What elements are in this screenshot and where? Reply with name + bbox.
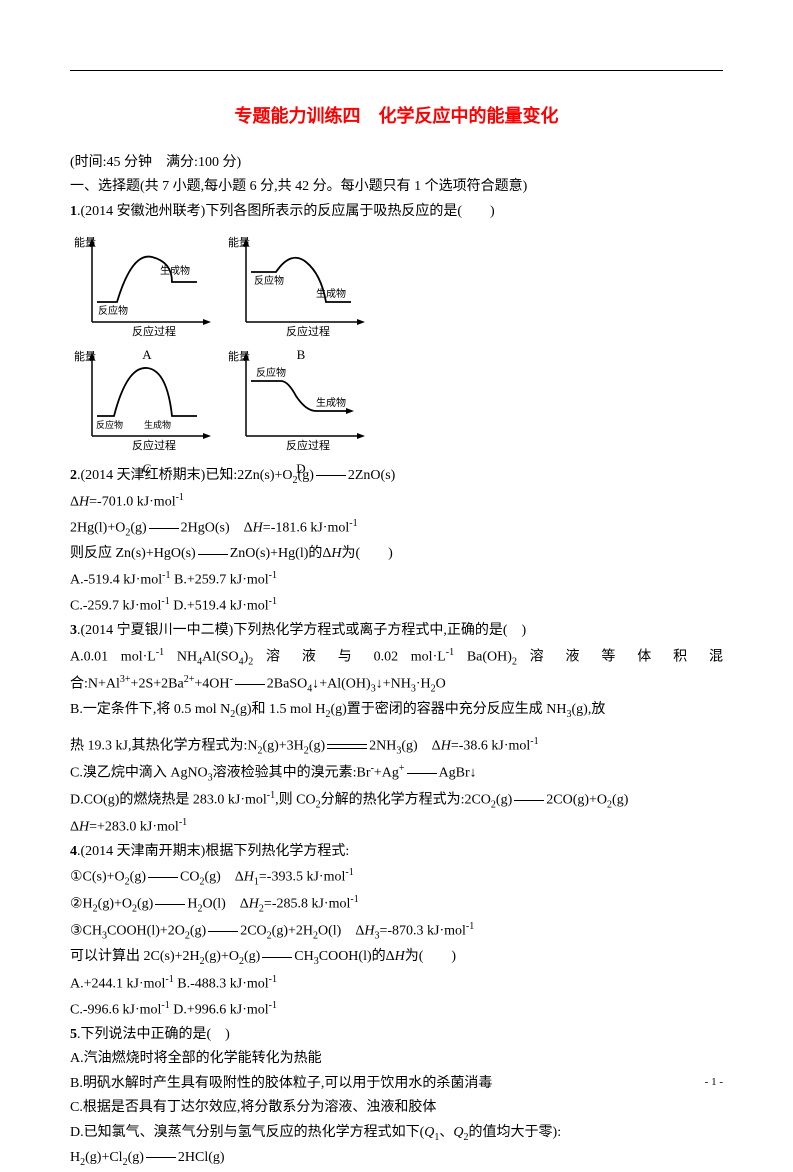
q5-e: H2(g)+Cl2(g)2HCl(g) <box>70 1146 723 1171</box>
svg-text:反应过程: 反应过程 <box>286 438 330 452</box>
q4-eq4: 可以计算出 2C(s)+2H2(g)+O2(g)CH3COOH(l)的ΔH为( … <box>70 945 723 970</box>
svg-text:反应物: 反应物 <box>98 304 128 317</box>
q4: 4.(2014 天津南开期末)根据下列热化学方程式: <box>70 840 723 865</box>
svg-text:反应过程: 反应过程 <box>132 438 176 452</box>
svg-text:能量: 能量 <box>228 235 250 249</box>
q4-eq3: ③CH3COOH(l)+2O2(g)2CO2(g)+2H2O(l) ΔH3=-8… <box>70 918 723 945</box>
section-heading: 一、选择题(共 7 小题,每小题 6 分,共 42 分。每小题只有 1 个选项符… <box>70 175 723 200</box>
q3-c: C.溴乙烷中滴入 AgNO3溶液检验其中的溴元素:Br-+Ag+AgBr↓ <box>70 760 723 787</box>
svg-text:反应过程: 反应过程 <box>132 324 176 338</box>
diagram-c: 能量 反应物 生成物 反应过程 C <box>72 346 222 456</box>
q3-a-line2: 合:N+Al3++2S+2Ba2++4OH-2BaSO4↓+Al(OH)3↓+N… <box>70 671 723 698</box>
diagram-b: 能量 反应物 生成物 反应过程 B <box>226 232 376 342</box>
diagram-c-label: C <box>72 458 222 481</box>
diagram-d-label: D <box>226 458 376 481</box>
q1: 1.(2014 安徽池州联考)下列各图所表示的反应属于吸热反应的是( ) <box>70 200 723 225</box>
q3-b-line2: 热 19.3 kJ,其热化学方程式为:N2(g)+3H2(g)2NH3(g) Δ… <box>70 733 723 760</box>
svg-text:能量: 能量 <box>74 235 96 249</box>
svg-text:生成物: 生成物 <box>160 264 190 277</box>
svg-text:能量: 能量 <box>228 349 250 363</box>
q3: 3.(2014 宁夏银川一中二模)下列热化学方程式或离子方程式中,正确的是( ) <box>70 619 723 644</box>
page-footer: - 1 - <box>705 1073 723 1092</box>
q5: 5.下列说法中正确的是( ) <box>70 1023 723 1048</box>
svg-text:生成物: 生成物 <box>316 396 346 409</box>
svg-text:反应物: 反应物 <box>96 419 123 430</box>
diagram-grid: 能量 反应物 生成物 反应过程 A 能量 反应物 生成物 反应过程 B <box>70 230 390 458</box>
svg-text:反应物: 反应物 <box>256 366 286 379</box>
svg-text:反应物: 反应物 <box>254 274 284 287</box>
q2-opts-cd: C.-259.7 kJ·mol-1 D.+519.4 kJ·mol-1 <box>70 593 723 619</box>
q3-d-line2: ΔH=+283.0 kJ·mol-1 <box>70 814 723 840</box>
q5-num: 5 <box>70 1027 77 1042</box>
q5-a: A.汽油燃烧时将全部的化学能转化为热能 <box>70 1047 723 1072</box>
q4-eq2: ②H2(g)+O2(g)H2O(l) ΔH2=-285.8 kJ·mol-1 <box>70 891 723 918</box>
q3-b-line1: B.一定条件下,将 0.5 mol N2(g)和 1.5 mol H2(g)置于… <box>70 698 723 723</box>
q1-text: .(2014 安徽池州联考)下列各图所表示的反应属于吸热反应的是( ) <box>77 204 495 219</box>
svg-text:生成物: 生成物 <box>316 287 346 300</box>
q4-opts-cd: C.-996.6 kJ·mol-1 D.+996.6 kJ·mol-1 <box>70 997 723 1023</box>
diagram-a: 能量 反应物 生成物 反应过程 A <box>72 232 222 342</box>
q5-d: D.已知氯气、溴蒸气分别与氢气反应的热化学方程式如下(Q1、Q2的值均大于零): <box>70 1121 723 1146</box>
q5-c: C.根据是否具有丁达尔效应,将分散系分为溶液、浊液和胶体 <box>70 1096 723 1121</box>
q4-num: 4 <box>70 844 77 859</box>
q2-line3: 则反应 Zn(s)+HgO(s)ZnO(s)+Hg(l)的ΔH为( ) <box>70 542 723 567</box>
q5-b: B.明矾水解时产生具有吸附性的胶体粒子,可以用于饮用水的杀菌消毒 <box>70 1072 723 1097</box>
svg-text:生成物: 生成物 <box>144 419 171 430</box>
header-rule <box>70 70 723 71</box>
svg-text:能量: 能量 <box>74 349 96 363</box>
q1-num: 1 <box>70 204 77 219</box>
meta-line: (时间:45 分钟 满分:100 分) <box>70 151 723 176</box>
diagram-d: 能量 反应物 生成物 反应过程 D <box>226 346 376 456</box>
q2-opts-ab: A.-519.4 kJ·mol-1 B.+259.7 kJ·mol-1 <box>70 567 723 593</box>
q3-d-line1: D.CO(g)的燃烧热是 283.0 kJ·mol-1,则 CO2分解的热化学方… <box>70 787 723 814</box>
q3-num: 3 <box>70 623 77 638</box>
svg-text:反应过程: 反应过程 <box>286 324 330 338</box>
page-title: 专题能力训练四 化学反应中的能量变化 <box>70 101 723 133</box>
q2-line2: 2Hg(l)+O2(g)2HgO(s) ΔH=-181.6 kJ·mol-1 <box>70 515 723 542</box>
q2-dh1: ΔH=-701.0 kJ·mol-1 <box>70 489 723 515</box>
q4-opts-ab: A.+244.1 kJ·mol-1 B.-488.3 kJ·mol-1 <box>70 971 723 997</box>
q3-a-line1: A.0.01 mol·L-1 NH4Al(SO4)2 溶 液 与 0.02 mo… <box>70 644 723 671</box>
q4-eq1: ①C(s)+O2(g)CO2(g) ΔH1=-393.5 kJ·mol-1 <box>70 864 723 891</box>
